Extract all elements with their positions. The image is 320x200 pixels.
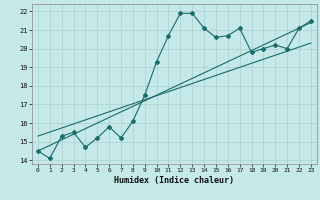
X-axis label: Humidex (Indice chaleur): Humidex (Indice chaleur) (115, 176, 234, 185)
